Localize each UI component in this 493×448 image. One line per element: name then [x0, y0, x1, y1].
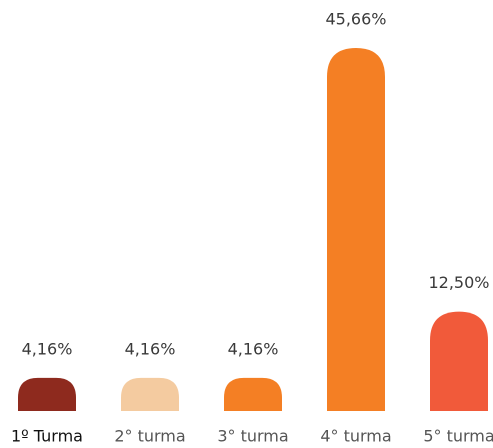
value-label: 45,66% — [325, 10, 386, 29]
x-tick-label: 2° turma — [114, 427, 185, 446]
x-tick-label: 5° turma — [423, 427, 493, 446]
bar — [430, 311, 488, 411]
x-tick-label: 4° turma — [320, 427, 391, 446]
value-label: 4,16% — [22, 339, 73, 358]
x-tick-label: 3° turma — [217, 427, 288, 446]
value-label: 4,16% — [125, 339, 176, 358]
bar — [224, 377, 282, 411]
value-label: 4,16% — [228, 339, 279, 358]
x-tick-label: 1º Turma — [11, 427, 83, 446]
bar — [121, 377, 179, 411]
bar — [18, 377, 76, 411]
value-label: 12,50% — [428, 273, 489, 292]
bar — [327, 48, 385, 411]
